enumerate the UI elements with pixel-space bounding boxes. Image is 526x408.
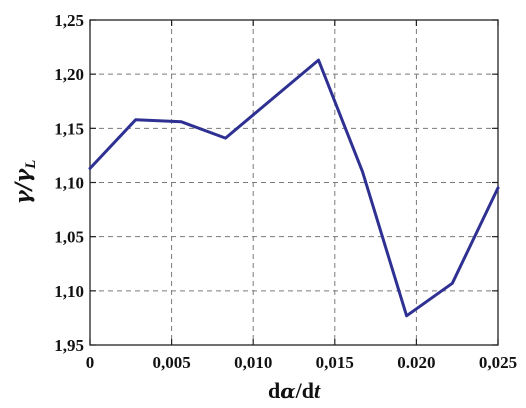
y-tick-label: 1,15 <box>54 119 84 138</box>
y-axis-title-subscript: L <box>23 160 39 170</box>
y-tick-label: 1,20 <box>54 65 84 84</box>
y-tick-label: 1,25 <box>54 11 84 30</box>
series-layer <box>88 58 500 318</box>
x-tick-label: 0,005 <box>152 353 190 372</box>
y-tick-label: 1,10 <box>54 174 84 193</box>
y-tick-label: 1,95 <box>54 336 84 355</box>
series-line <box>88 58 500 318</box>
x-axis-title: dα/dt <box>268 378 321 403</box>
grid <box>90 20 498 345</box>
x-axis-title-part: d <box>268 378 280 403</box>
x-tick-label: 0,015 <box>316 353 354 372</box>
x-axis-title-part: /d <box>295 378 314 403</box>
ticks <box>89 19 499 346</box>
y-axis-title: γ/γL <box>10 160 39 205</box>
y-axis-title-part: γ/γ <box>10 168 35 205</box>
y-tick-label: 1,10 <box>54 282 84 301</box>
x-tick-label: 0.020 <box>397 353 435 372</box>
tick-labels: 0 0,005 0,010 0,015 0.020 0,025 1,95 1,10 1,05 1,… <box>54 11 517 372</box>
x-tick-label: 0 <box>86 353 95 372</box>
x-axis-title-part: t <box>314 378 321 403</box>
x-tick-label: 0,025 <box>479 353 517 372</box>
x-tick-label: 0,010 <box>234 353 272 372</box>
y-tick-label: 1,05 <box>54 228 84 247</box>
x-axis-title-part: α <box>280 379 295 403</box>
